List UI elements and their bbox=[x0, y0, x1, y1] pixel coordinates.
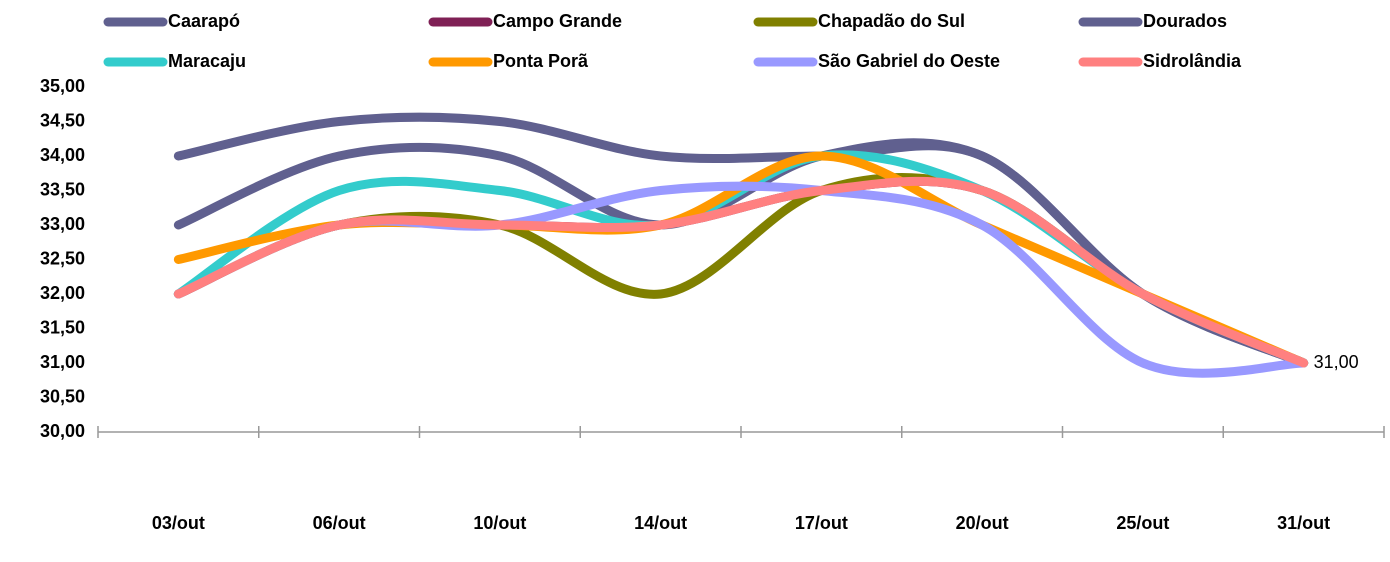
y-tick-label: 32,50 bbox=[40, 248, 85, 268]
data-label: 31,00 bbox=[1314, 352, 1359, 372]
y-tick-label: 31,50 bbox=[40, 317, 85, 337]
legend-label: Sidrolândia bbox=[1143, 51, 1242, 71]
x-tick-label: 14/out bbox=[634, 513, 687, 533]
y-tick-label: 33,50 bbox=[40, 179, 85, 199]
series-line bbox=[173, 138, 1309, 368]
y-tick-label: 31,00 bbox=[40, 352, 85, 372]
y-tick-label: 35,00 bbox=[40, 76, 85, 96]
legend-label: Dourados bbox=[1143, 11, 1227, 31]
x-tick-label: 03/out bbox=[152, 513, 205, 533]
legend-label: Campo Grande bbox=[493, 11, 622, 31]
legend-label: Ponta Porã bbox=[493, 51, 589, 71]
y-tick-label: 30,50 bbox=[40, 386, 85, 406]
x-tick-label: 06/out bbox=[313, 513, 366, 533]
y-tick-label: 32,00 bbox=[40, 283, 85, 303]
legend-label: Caarapó bbox=[168, 11, 240, 31]
legend-label: Chapadão do Sul bbox=[818, 11, 965, 31]
y-tick-label: 34,00 bbox=[40, 145, 85, 165]
legend-label: São Gabriel do Oeste bbox=[818, 51, 1000, 71]
x-tick-label: 10/out bbox=[473, 513, 526, 533]
x-tick-label: 17/out bbox=[795, 513, 848, 533]
x-tick-label: 20/out bbox=[956, 513, 1009, 533]
x-tick-label: 31/out bbox=[1277, 513, 1330, 533]
series-line bbox=[173, 176, 1309, 368]
y-tick-label: 34,50 bbox=[40, 110, 85, 130]
y-tick-label: 33,00 bbox=[40, 214, 85, 234]
legend-label: Maracaju bbox=[168, 51, 246, 71]
x-tick-label: 25/out bbox=[1116, 513, 1169, 533]
series-line bbox=[173, 181, 1309, 378]
y-tick-label: 30,00 bbox=[40, 421, 85, 441]
